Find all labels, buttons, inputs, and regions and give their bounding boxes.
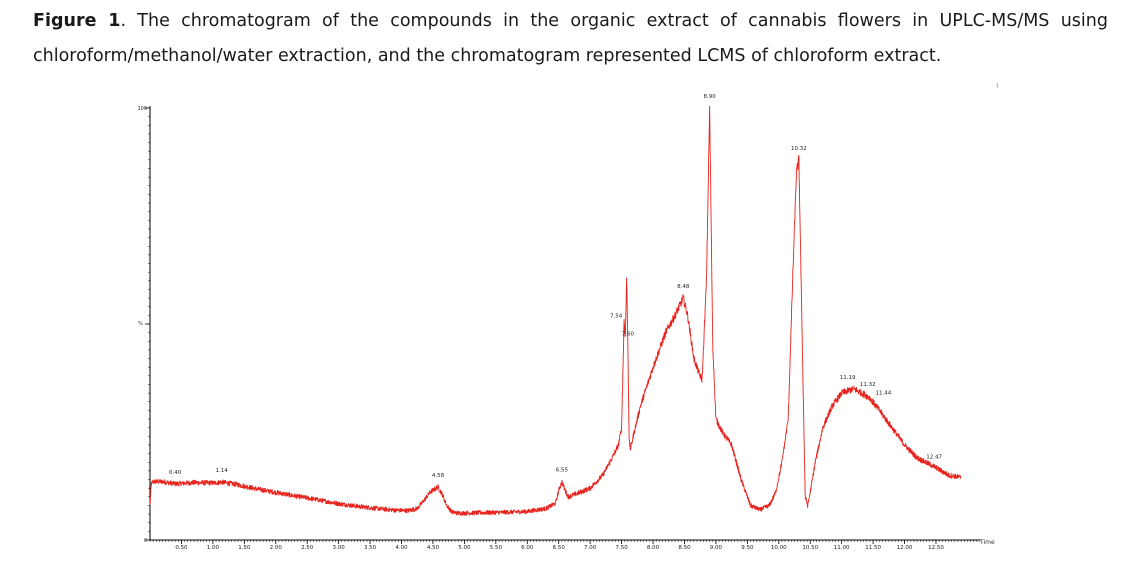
peak-label: 11.19 xyxy=(840,375,856,381)
x-tick-label: 3.50 xyxy=(364,545,377,551)
y-tick-label: 0 xyxy=(144,538,147,544)
caption-text: . The chromatogram of the compounds in t… xyxy=(33,11,1108,66)
x-tick-label: 12.00 xyxy=(897,545,913,551)
peak-label: 7.54 xyxy=(610,314,623,320)
series-group xyxy=(149,105,962,516)
x-tick-label: 3.00 xyxy=(333,545,346,551)
x-tick-label: 4.00 xyxy=(395,545,408,551)
y-tick-label: 100 xyxy=(137,106,147,112)
x-tick-label: 12.50 xyxy=(928,545,944,551)
x-tick-label: 5.00 xyxy=(458,545,471,551)
peak-label: 11.44 xyxy=(875,390,891,396)
peak-label: 8.48 xyxy=(677,284,690,290)
y-ticks: 0 100 xyxy=(137,106,150,544)
x-tick-label: 8.50 xyxy=(678,545,691,551)
x-tick-label: 9.50 xyxy=(741,545,754,551)
x-tick-label: 0.50 xyxy=(175,545,188,551)
y-axis-label: % xyxy=(138,321,143,327)
figure-label: Figure 1 xyxy=(33,11,121,31)
x-tick-label: 1.00 xyxy=(207,545,220,551)
x-tick-label: 1.50 xyxy=(238,545,251,551)
x-tick-label: 4.50 xyxy=(427,545,440,551)
peak-label: 12.47 xyxy=(926,455,942,461)
x-tick-label: 8.00 xyxy=(647,545,660,551)
x-tick-label: 2.00 xyxy=(270,545,283,551)
x-tick-label: 7.50 xyxy=(615,545,628,551)
x-tick-label: 10.50 xyxy=(802,545,818,551)
peak-label: 6.55 xyxy=(556,468,569,474)
x-tick-label: 11.00 xyxy=(834,545,850,551)
peak-labels: 0.40 1.14 4.58 6.55 7.54 7.60 8.48 8.90 10.32 11.… xyxy=(169,94,942,479)
peak-label: 10.32 xyxy=(791,146,807,152)
peak-label: 11.32 xyxy=(860,382,876,388)
x-tick-label: 7.00 xyxy=(584,545,597,551)
x-axis-label: Time xyxy=(979,539,995,546)
peak-label: 4.58 xyxy=(432,473,445,479)
corner-mark: ! xyxy=(996,83,998,90)
peak-label: 8.90 xyxy=(703,94,716,100)
x-tick-label: 5.50 xyxy=(490,545,503,551)
x-tick-label: 6.00 xyxy=(521,545,534,551)
x-tick-label: 2.50 xyxy=(301,545,314,551)
axes xyxy=(149,106,980,541)
x-tick-label: 10.00 xyxy=(771,545,787,551)
x-ticks: 0.50 1.00 1.50 2.00 2.50 3.00 3.50 4.00 4.50 5.00… xyxy=(149,540,981,551)
x-tick-label: 11.50 xyxy=(865,545,881,551)
figure-caption: Figure 1. The chromatogram of the compou… xyxy=(33,4,1108,74)
peak-label: 7.60 xyxy=(622,332,635,338)
peak-label: 0.40 xyxy=(169,470,182,476)
x-tick-label: 9.00 xyxy=(710,545,723,551)
peak-label: 1.14 xyxy=(216,468,229,474)
series-line xyxy=(149,105,962,516)
x-tick-label: 6.50 xyxy=(553,545,566,551)
